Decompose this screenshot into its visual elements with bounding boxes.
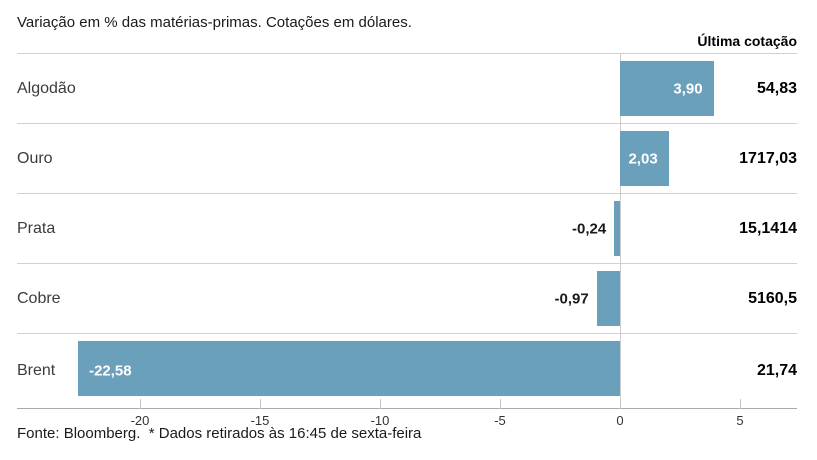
last-quote-value: 5160,5 bbox=[748, 289, 797, 307]
x-axis-tick-label: 5 bbox=[736, 413, 744, 428]
category-label: Algodão bbox=[17, 79, 76, 97]
x-axis-tick-label: -5 bbox=[494, 413, 506, 428]
source-note: Fonte: Bloomberg. * Dados retirados às 1… bbox=[17, 425, 422, 442]
chart-row-algodao: Algodão 3,90 54,83 bbox=[17, 53, 797, 123]
zero-axis-line bbox=[620, 53, 621, 408]
x-axis-tick bbox=[620, 399, 621, 409]
category-label: Prata bbox=[17, 219, 56, 237]
bar-algodao bbox=[620, 61, 714, 116]
last-quote-value: 54,83 bbox=[756, 79, 797, 97]
x-axis-tick bbox=[380, 399, 381, 409]
x-axis-tick bbox=[260, 399, 261, 409]
x-axis-tick bbox=[500, 399, 501, 409]
bar-brent bbox=[78, 341, 620, 396]
category-label: Brent bbox=[17, 362, 56, 379]
chart-row-ouro: Ouro 2,03 1717,03 bbox=[17, 123, 797, 193]
bar-prata bbox=[614, 201, 620, 256]
chart-header: Variação em % das matérias-primas. Cotaç… bbox=[17, 0, 797, 53]
last-quote-value: 1717,03 bbox=[739, 149, 797, 167]
x-axis-tick-label: -10 bbox=[370, 413, 390, 428]
bar-value-label: 3,90 bbox=[673, 80, 703, 97]
x-axis: -20 -15 -10 -5 0 5 bbox=[17, 399, 797, 435]
category-label: Cobre bbox=[17, 289, 61, 307]
last-quote-value: 15,1414 bbox=[739, 219, 797, 237]
bar-cobre bbox=[596, 271, 620, 326]
bar-ouro bbox=[620, 131, 669, 186]
bar-value-label: -0,97 bbox=[554, 290, 589, 307]
chart-rows: Algodão 3,90 54,83 Ouro 2,03 1717,03 Pra… bbox=[17, 53, 797, 408]
x-axis-tick-label: -15 bbox=[250, 413, 270, 428]
category-label: Ouro bbox=[17, 149, 53, 167]
x-axis-tick-label: -20 bbox=[130, 413, 150, 428]
chart-row-prata: Prata -0,24 15,1414 bbox=[17, 193, 797, 263]
x-axis-tick bbox=[140, 399, 141, 409]
chart-title: Variação em % das matérias-primas. Cotaç… bbox=[17, 14, 412, 31]
commodities-chart: Variação em % das matérias-primas. Cotaç… bbox=[17, 0, 797, 442]
bar-value-label: -0,24 bbox=[572, 220, 607, 237]
bar-value-label: 2,03 bbox=[628, 150, 658, 167]
chart-row-brent: Brent -22,58 21,74 bbox=[17, 333, 797, 408]
x-axis-tick bbox=[740, 399, 741, 409]
bar-value-label: -22,58 bbox=[89, 362, 132, 380]
chart-row-cobre: Cobre -0,97 5160,5 bbox=[17, 263, 797, 333]
last-quote-value: 21,74 bbox=[756, 362, 797, 379]
x-axis-tick-label: 0 bbox=[616, 413, 624, 428]
last-quote-column-header: Última cotação bbox=[697, 33, 797, 49]
